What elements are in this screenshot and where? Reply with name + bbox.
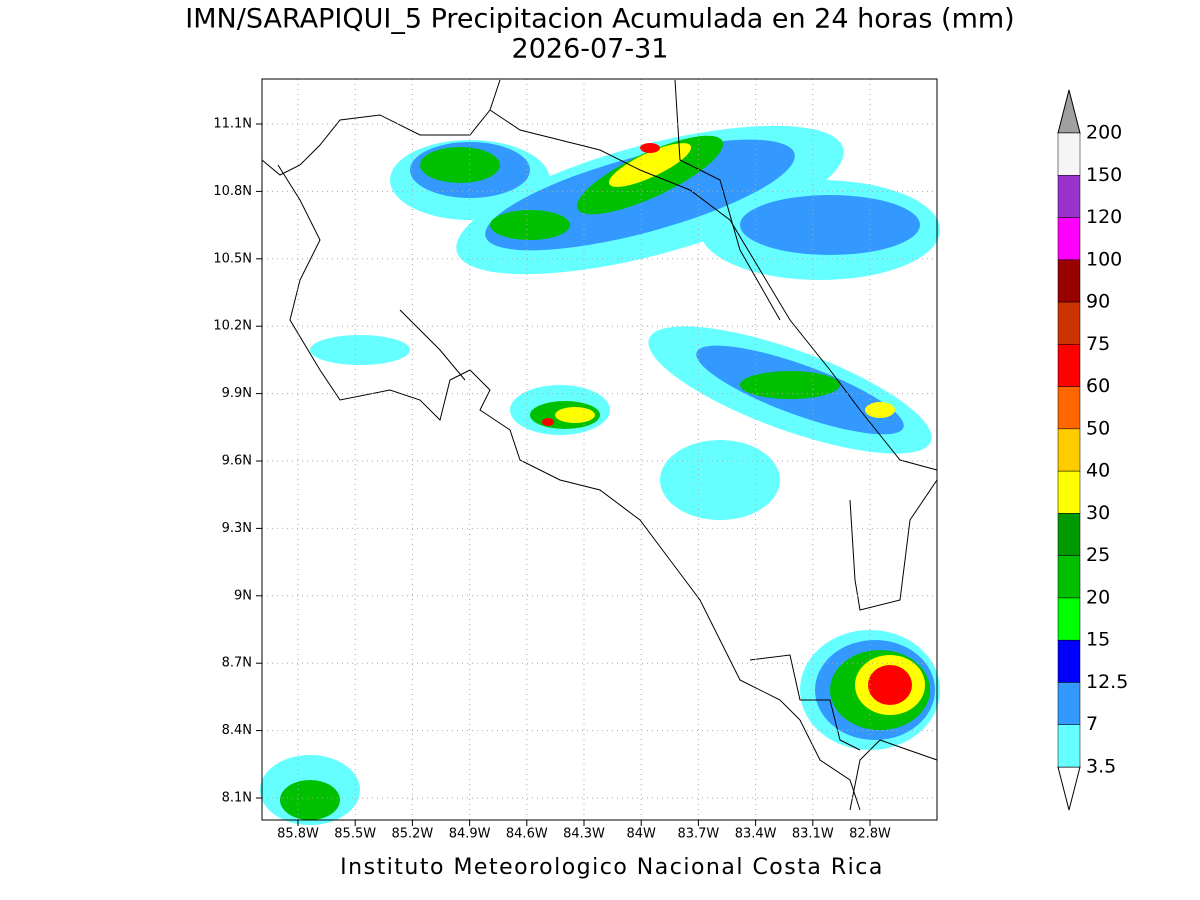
colorbar-segment (1057, 724, 1081, 768)
colorbar-segment (1057, 175, 1081, 218)
lat-tick-label: 9.6N (222, 454, 252, 469)
colorbar-label: 3.5 (1086, 756, 1116, 778)
lat-tick-label: 10.5N (213, 251, 252, 266)
lon-tick-label: 85.5W (334, 827, 376, 842)
colorbar-label: 200 (1086, 122, 1122, 144)
map-frame (261, 78, 938, 821)
lat-tick-label: 10.8N (213, 184, 252, 199)
colorbar-segment (1057, 470, 1081, 514)
colorbar-label: 30 (1086, 502, 1110, 524)
colorbar-segment (1057, 344, 1081, 387)
colorbar-label: 75 (1086, 333, 1110, 355)
lat-tick-label: 9N (234, 588, 252, 603)
colorbar-segment (1057, 597, 1081, 641)
lon-tick-label: 84.3W (563, 827, 605, 842)
footer: Instituto Meteorologico Nacional Costa R… (340, 855, 884, 880)
colorbar-label: 90 (1086, 291, 1110, 313)
colorbar-segment (1057, 301, 1081, 345)
coastlines (261, 79, 938, 811)
colorbar-segment (1057, 259, 1081, 303)
colorbar-label: 15 (1086, 629, 1110, 651)
colorbar-segment (1057, 555, 1081, 599)
colorbar-segment (1057, 639, 1081, 683)
lat-tick-label: 10.2N (213, 319, 252, 334)
colorbar-label: 25 (1086, 544, 1110, 566)
colorbar-segment (1057, 513, 1081, 556)
colorbar-over (1057, 89, 1081, 134)
precipitation-field (260, 125, 940, 825)
lat-tick-label: 8.1N (222, 791, 252, 806)
lat-tick-label: 9.9N (222, 386, 252, 401)
colorbar-label: 50 (1086, 417, 1110, 439)
lon-tick-label: 82.8W (849, 827, 891, 842)
colorbar-label: 20 (1086, 586, 1110, 608)
colorbar: 200 150 120 100 90 75 60 50 40 30 25 20 15 12.5 7 3.5 (1057, 89, 1128, 811)
colorbar-segment (1057, 217, 1081, 261)
colorbar-segment (1057, 132, 1081, 176)
subtitle: 2026-07-31 (512, 34, 669, 65)
lat-tick-label: 9.3N (222, 521, 252, 536)
lon-tick-label: 84W (626, 827, 656, 842)
lon-tick-label: 83.4W (735, 827, 777, 842)
colorbar-label: 150 (1086, 164, 1122, 186)
colorbar-segment (1057, 386, 1081, 430)
colorbar-under (1057, 766, 1081, 811)
lat-tick-label: 11.1N (213, 117, 252, 132)
colorbar-segment (1057, 682, 1081, 725)
lon-tick-label: 84.6W (506, 827, 548, 842)
lon-tick-label: 85.8W (277, 827, 319, 842)
lon-tick-label: 84.9W (449, 827, 491, 842)
lon-tick-label: 83.1W (792, 827, 834, 842)
lon-tick-label: 83.7W (677, 827, 719, 842)
colorbar-label: 40 (1086, 460, 1110, 482)
graticule: 11.1N 10.8N 10.5N 10.2N 9.9N 9.6N 9.3N 9N 8.7N 8.… (213, 79, 937, 842)
colorbar-label: 60 (1086, 375, 1110, 397)
colorbar-label: 7 (1086, 713, 1098, 735)
colorbar-label: 12.5 (1086, 671, 1128, 693)
lon-tick-label: 85.2W (391, 827, 433, 842)
lat-tick-label: 8.7N (222, 656, 252, 671)
lat-tick-label: 8.4N (222, 723, 252, 738)
colorbar-segment (1057, 428, 1081, 472)
colorbar-label: 100 (1086, 248, 1122, 270)
title: IMN/SARAPIQUI_5 Precipitacion Acumulada … (185, 4, 1014, 35)
colorbar-label: 120 (1086, 206, 1122, 228)
